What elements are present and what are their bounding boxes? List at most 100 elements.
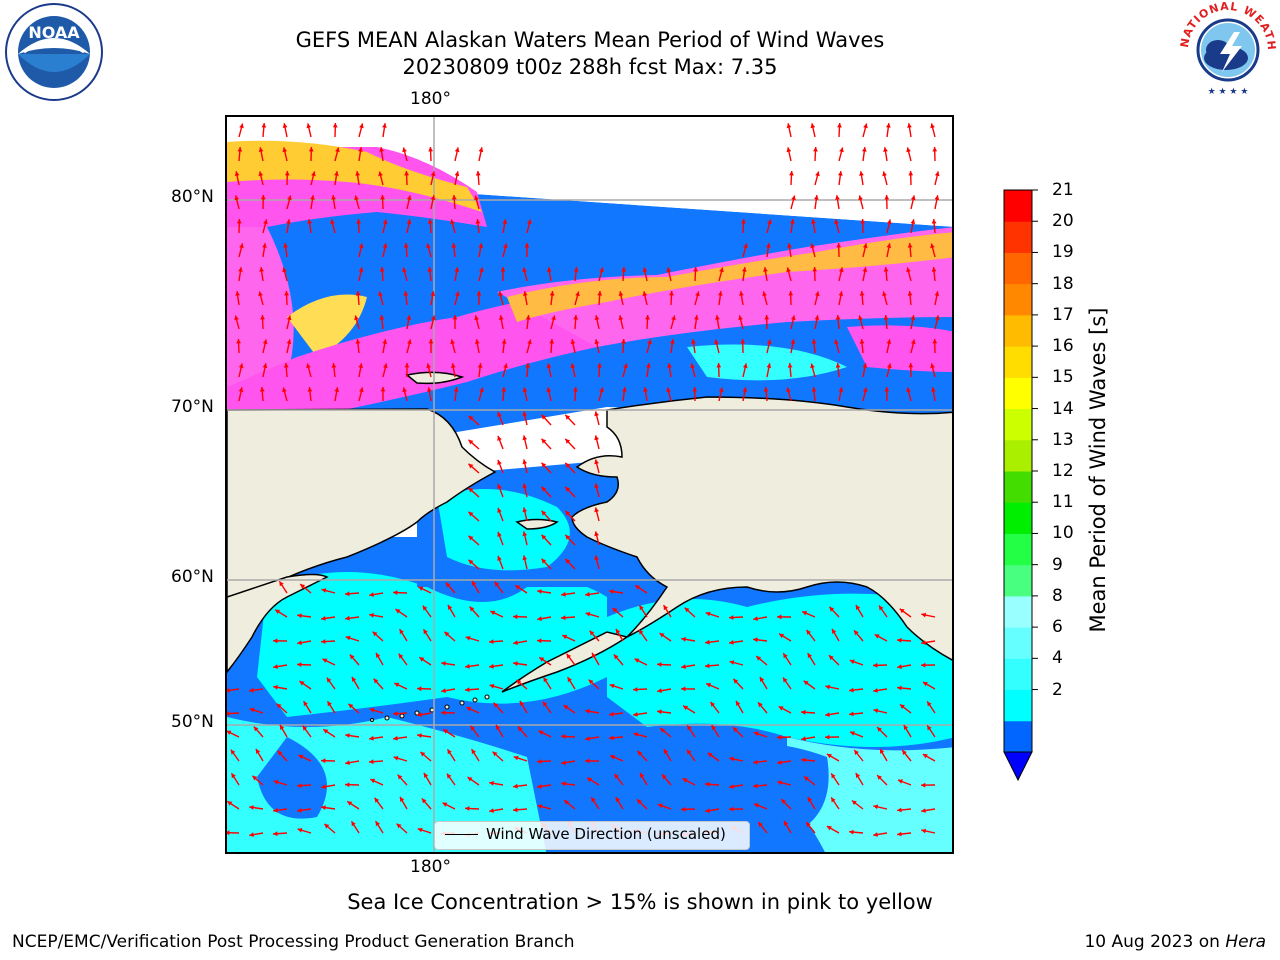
wind-wave-arrow-head [666,387,671,393]
chart-subtitle: 20230809 t00z 288h fcst Max: 7.35 [402,55,778,79]
wind-wave-arrow-head [681,664,686,669]
wind-wave-arrow-head [931,267,937,272]
wind-wave-arrow-head [541,414,547,420]
wind-wave-arrow-head [910,219,916,224]
wind-wave-arrow-head [743,243,748,249]
wind-wave-arrow-head [396,823,402,829]
nws-logo: NATIONAL WEATHER SERVICE ★ ★ ★ ★ [1178,0,1277,97]
wind-wave-arrow-head [877,775,882,780]
wind-wave-arrow-head [546,363,552,369]
colorbar-segment [1004,720,1032,753]
wind-wave-arrow-head [452,315,458,320]
wind-wave-arrow-head [766,339,772,345]
wind-wave-arrow-head [249,707,255,713]
wind-wave-arrow-head [622,387,627,392]
wind-wave-arrow-head [286,315,292,321]
wind-wave-arrow-head [522,435,528,441]
wind-wave-arrow-head [538,730,544,735]
wind-wave-arrow-head [541,558,547,564]
wind-wave-arrow-head [430,195,436,201]
wind-wave-arrow-head [239,243,244,249]
wind-wave-arrow-head [784,820,789,826]
wind-wave-arrow-head [359,123,364,129]
wind-wave-arrow-head [873,832,878,837]
wind-wave-arrow-head [860,219,866,224]
wind-wave-arrow-head [934,291,940,296]
wind-wave-arrow-head [417,733,422,738]
wind-wave-arrow-head [394,682,400,688]
wind-wave-arrow-head [470,725,476,731]
wind-wave-arrow-head [489,684,495,689]
wind-wave-arrow-head [587,777,592,783]
colorbar-tick-label: 17 [1052,304,1074,325]
wind-wave-arrow-head [421,798,427,804]
wind-wave-arrow-head [873,804,879,810]
wind-wave-arrow-head [566,653,572,659]
wind-wave-arrow-head [854,630,859,636]
wind-wave-arrow-head [618,291,624,297]
wind-wave-arrow-head [660,728,666,733]
colorbar-segment [1004,689,1032,722]
wind-wave-arrow-head [302,725,308,731]
wind-wave-arrow-head [825,684,831,690]
wind-wave-arrow-head [321,805,326,810]
wind-wave-arrow-head [284,291,289,296]
wind-wave-arrow-head [585,591,590,597]
wind-wave-arrow-head [801,736,806,741]
wind-wave-arrow-head [594,483,599,489]
wind-wave-arrow-head [380,387,386,392]
wind-wave-arrow-head [855,605,861,610]
wind-wave-arrow-head [714,339,719,345]
wind-wave-arrow-head [262,339,268,345]
wind-wave-arrow-head [477,363,483,368]
map-legend: Wind Wave Direction (unscaled) [434,821,750,850]
wind-wave-arrow-head [621,267,627,272]
wind-wave-arrow-head [427,387,432,392]
wind-wave-arrow-head [705,663,710,669]
graticule [227,117,952,852]
svg-text:NOAA: NOAA [28,23,80,42]
wind-wave-arrow-head [275,609,281,614]
wind-wave-arrow-head [753,759,758,765]
wind-wave-arrow-head [465,687,470,693]
wind-wave-arrow-head [418,586,424,591]
wind-wave-arrow-head [478,147,484,153]
colorbar-segment [1004,221,1032,253]
wind-wave-arrow-head [522,531,528,537]
wind-wave-arrow-head [657,803,663,809]
wind-wave-arrow-head [496,724,501,730]
wind-wave-arrow-head [407,339,412,345]
wind-wave-arrow-head [503,363,508,369]
wind-wave-arrow-head [638,629,644,635]
colorbar-segment [1004,283,1032,316]
wind-wave-arrow-head [897,831,902,837]
wind-wave-arrow-head [258,147,264,152]
wind-wave-arrow-head [742,387,748,392]
wind-wave-arrow-head [234,171,240,176]
wind-wave-arrow-head [814,315,820,320]
land-layer [227,371,952,693]
wind-wave-arrow-head [858,315,863,321]
map-panel[interactable]: Wind Wave Direction (unscaled) [225,115,954,854]
wind-wave-arrow-head [832,628,837,634]
wind-wave-arrow-head [715,315,720,320]
wind-wave-arrow-head [786,267,791,273]
wind-wave-arrow-head [811,339,817,344]
wind-wave-arrow-head [541,510,547,516]
wind-wave-arrow-head [227,830,230,836]
wind-wave-arrow-head [372,631,378,637]
wind-wave-arrow-head [379,315,385,320]
wind-wave-arrow-head [547,267,552,272]
wind-wave-arrow-head [393,756,399,761]
wind-wave-arrow-head [636,799,642,805]
wind-wave-arrow-head [321,639,326,644]
wind-wave-arrow-head [345,591,350,597]
wind-wave-arrow-head [835,315,841,320]
wind-wave-arrow-head [742,267,747,272]
wind-wave-arrow-head [441,688,446,693]
wind-wave-arrow-head [692,387,698,392]
wind-wave-arrow-head [497,507,502,513]
wind-wave-arrow-head [930,363,935,369]
wind-wave-arrow-head [472,580,477,586]
wind-wave-arrow-head [594,555,599,561]
